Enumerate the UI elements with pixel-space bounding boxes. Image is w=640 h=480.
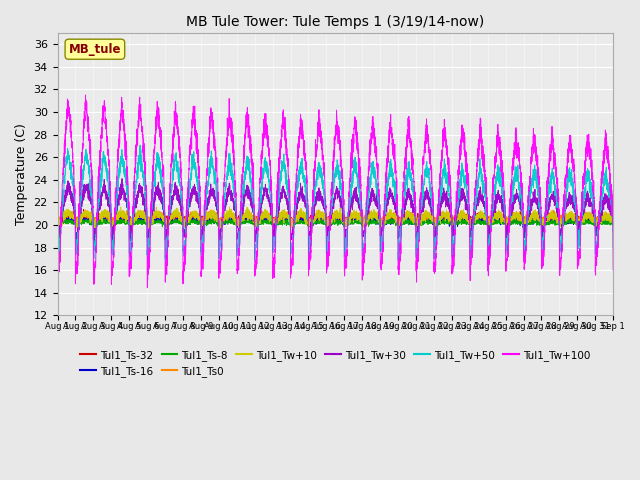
- Text: MB_tule: MB_tule: [68, 43, 121, 56]
- Title: MB Tule Tower: Tule Temps 1 (3/19/14-now): MB Tule Tower: Tule Temps 1 (3/19/14-now…: [186, 15, 484, 29]
- Y-axis label: Temperature (C): Temperature (C): [15, 123, 28, 225]
- Legend: Tul1_Ts-32, Tul1_Ts-16, Tul1_Ts-8, Tul1_Ts0, Tul1_Tw+10, Tul1_Tw+30, Tul1_Tw+50,: Tul1_Ts-32, Tul1_Ts-16, Tul1_Ts-8, Tul1_…: [76, 346, 595, 381]
